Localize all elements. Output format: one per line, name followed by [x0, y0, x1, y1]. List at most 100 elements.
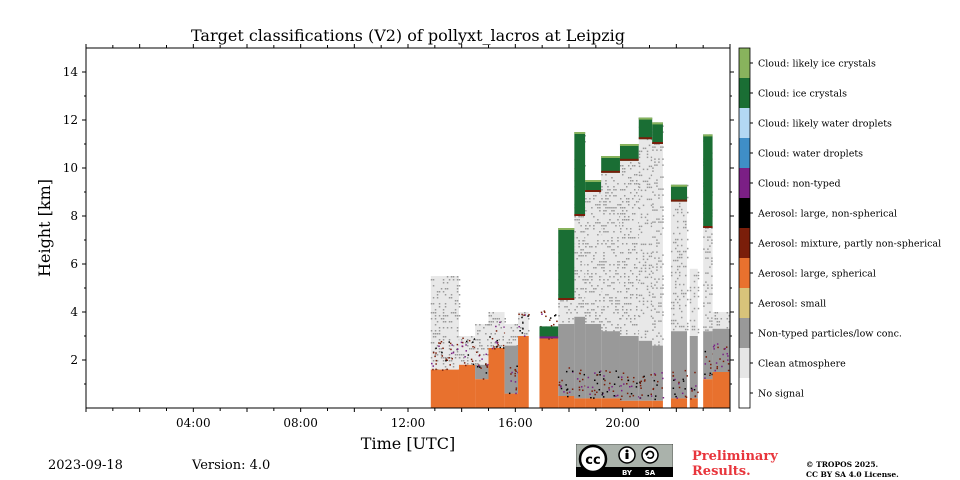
aerosol-pixel [615, 395, 617, 397]
speckle-pixel [585, 225, 587, 227]
speckle-pixel [585, 288, 587, 290]
speckle-pixel [728, 315, 731, 317]
speckle-pixel [500, 321, 502, 323]
speckle-pixel [627, 219, 630, 221]
aerosol-pixel [442, 347, 444, 350]
speckle-pixel [607, 246, 609, 248]
speckle-pixel [613, 207, 615, 209]
speckle-pixel [654, 143, 656, 145]
aerosol-pixel [518, 325, 520, 328]
speckle-pixel [658, 242, 660, 244]
speckle-pixel [613, 276, 615, 278]
speckle-pixel [599, 279, 601, 281]
speckle-pixel [658, 305, 660, 307]
speckle-pixel [629, 177, 632, 179]
speckle-pixel [650, 309, 653, 312]
speckle-pixel [591, 309, 593, 311]
speckle-pixel [642, 147, 645, 150]
speckle-pixel [629, 231, 632, 233]
aerosol-pixel [641, 394, 643, 396]
speckle-pixel [633, 264, 636, 266]
speckle-pixel [627, 252, 630, 254]
speckle-pixel [595, 267, 597, 269]
speckle-pixel [644, 333, 647, 336]
speckle-pixel [609, 270, 611, 272]
speckle-pixel [595, 315, 597, 317]
speckle-pixel [611, 249, 613, 251]
aerosol-large-spherical-layer [574, 398, 586, 408]
speckle-pixel [640, 243, 643, 246]
aerosol-pixel [684, 395, 687, 398]
profile-segment-12 [638, 117, 654, 408]
speckle-pixel [705, 296, 707, 298]
aerosol-pixel [449, 364, 451, 366]
speckle-pixel [580, 255, 582, 257]
speckle-pixel [603, 231, 605, 233]
speckle-pixel [625, 264, 628, 266]
aerosol-pixel [591, 390, 593, 392]
speckle-pixel [637, 186, 640, 188]
speckle-pixel [574, 297, 576, 299]
aerosol-pixel [452, 351, 455, 354]
aerosol-pixel [704, 363, 707, 365]
speckle-pixel [434, 336, 437, 338]
speckle-pixel [442, 279, 445, 281]
speckle-pixel [456, 288, 459, 290]
speckle-pixel [678, 253, 681, 256]
speckle-pixel [490, 345, 492, 347]
speckle-pixel [444, 306, 447, 308]
by-label: BY [622, 469, 633, 477]
aerosol-pixel [510, 373, 512, 375]
speckle-pixel [442, 336, 445, 338]
aerosol-pixel [478, 354, 481, 356]
speckle-pixel [623, 273, 626, 275]
speckle-pixel [627, 216, 630, 218]
aerosol-pixel [491, 337, 494, 340]
speckle-pixel [603, 300, 605, 302]
speckle-pixel [648, 273, 651, 276]
speckle-pixel [638, 315, 641, 318]
speckle-pixel [617, 183, 619, 185]
speckle-pixel [599, 210, 601, 212]
speckle-pixel [578, 303, 580, 305]
aerosol-pixel [682, 378, 684, 381]
aerosol-pixel [694, 395, 697, 397]
speckle-pixel [697, 295, 700, 298]
speckle-pixel [528, 330, 530, 332]
speckle-pixel [650, 252, 653, 255]
aerosol-pixel [481, 358, 483, 360]
speckle-pixel [662, 293, 664, 295]
speckle-pixel [593, 228, 595, 230]
speckle-pixel [709, 293, 711, 295]
speckle-pixel [582, 240, 584, 242]
speckle-pixel [613, 222, 615, 224]
speckle-pixel [580, 297, 582, 299]
aerosol-pixel [620, 376, 623, 378]
speckle-pixel [607, 198, 609, 200]
speckle-pixel [631, 213, 634, 215]
speckle-pixel [442, 327, 445, 329]
colorbar-label: Cloud: likely water droplets [758, 119, 892, 130]
speckle-pixel [682, 226, 685, 229]
speckle-pixel [492, 345, 494, 347]
speckle-pixel [654, 344, 656, 346]
speckle-pixel [589, 225, 591, 227]
speckle-pixel [658, 341, 660, 343]
speckle-pixel [644, 336, 647, 339]
speckle-pixel [705, 230, 707, 232]
speckle-pixel [627, 315, 630, 317]
aerosol-pixel [462, 337, 464, 339]
speckle-pixel [660, 188, 662, 190]
colorbar-swatch [739, 48, 750, 78]
speckle-pixel [617, 303, 619, 305]
aerosol-large-spherical-layer [689, 398, 698, 408]
speckle-pixel [686, 322, 689, 325]
speckle-pixel [678, 256, 681, 259]
speckle-pixel [637, 162, 640, 164]
clean-atmosphere-area [652, 122, 663, 346]
speckle-pixel [615, 309, 617, 311]
speckle-pixel [633, 246, 636, 248]
aerosol-pixel [559, 386, 562, 388]
aerosol-pixel [654, 395, 657, 397]
version-label: Version: 4.0 [192, 458, 271, 473]
